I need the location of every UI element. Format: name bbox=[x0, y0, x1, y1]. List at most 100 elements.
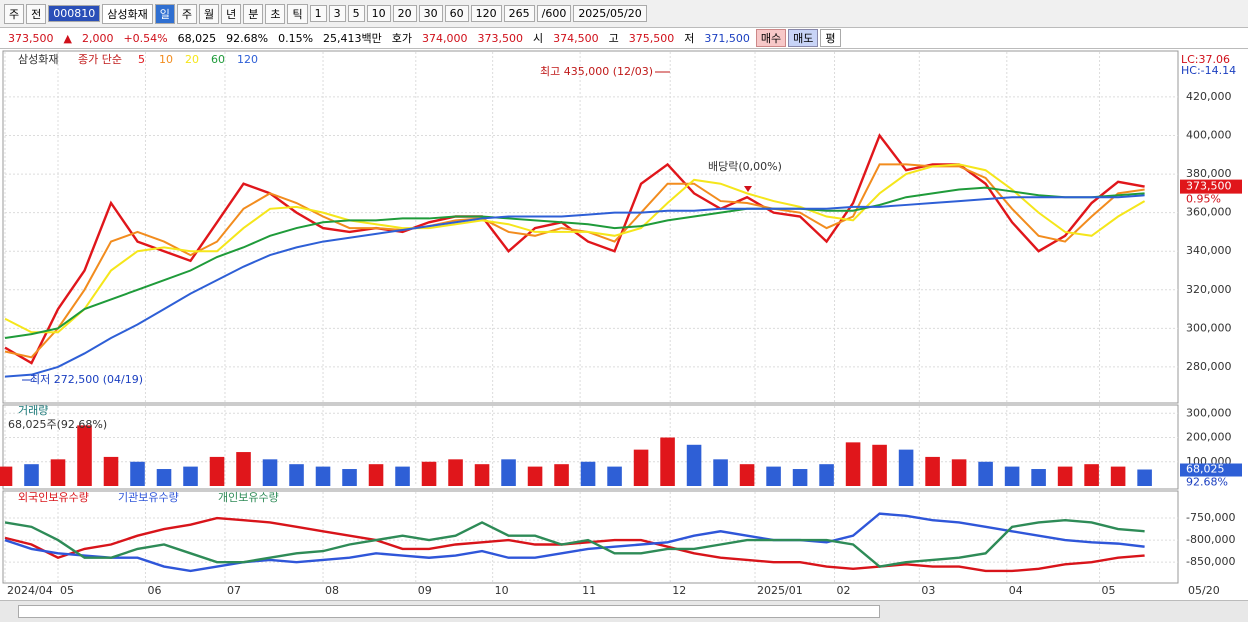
quote-field: 371,500 bbox=[704, 31, 750, 45]
volume-bar bbox=[633, 449, 649, 486]
volume-bar bbox=[156, 469, 172, 486]
volume-bar bbox=[448, 459, 463, 486]
quote-field: 375,500 bbox=[628, 31, 675, 45]
legend-entry: 20 bbox=[185, 53, 199, 66]
quote-field: 68,025 bbox=[177, 31, 217, 45]
legend-subtitle: 종가 단순 bbox=[78, 53, 122, 66]
volume-bar bbox=[766, 466, 781, 486]
quote-field: 호가 bbox=[391, 32, 413, 45]
x-tick-label: 03 bbox=[921, 584, 935, 597]
volume-bar bbox=[315, 466, 331, 486]
toolbar-button[interactable]: 전 bbox=[26, 3, 47, 24]
volume-bar bbox=[660, 437, 675, 486]
toolbar-button[interactable]: 삼성화재 bbox=[102, 3, 153, 24]
quote-field: 2,000 bbox=[81, 31, 114, 45]
volume-bar bbox=[103, 456, 119, 486]
x-tick-label: 2024/04 bbox=[7, 584, 53, 597]
volume-bar bbox=[474, 464, 490, 486]
toolbar-button[interactable]: 000810 bbox=[48, 5, 101, 22]
dividend-marker bbox=[744, 186, 752, 192]
quote-field: 0.15% bbox=[278, 31, 314, 45]
toolbar-button[interactable]: 265 bbox=[503, 5, 535, 22]
quote-field: 374,000 bbox=[422, 31, 468, 45]
toolbar-button[interactable]: 5 bbox=[347, 5, 365, 22]
x-tick-label: 11 bbox=[582, 584, 596, 597]
quote-field: 374,500 bbox=[553, 31, 599, 45]
toolbar-button[interactable]: 주 bbox=[176, 3, 197, 24]
quote-field: ▲ bbox=[63, 31, 72, 45]
toolbar-button[interactable]: 1 bbox=[309, 5, 327, 22]
toolbar-button[interactable]: 30 bbox=[418, 5, 443, 22]
toolbar: 주 전 000810 삼성화재 일 주 월 년 분 초 틱 1 3 5 10 20 30 60 120 265/600… bbox=[0, 0, 1248, 28]
volume-bar bbox=[845, 442, 861, 486]
toolbar-button[interactable]: 20 bbox=[392, 5, 417, 22]
quote-field: 92.68% bbox=[226, 31, 269, 45]
toolbar-button[interactable]: /600 bbox=[536, 5, 572, 22]
legend-entry: 120 bbox=[237, 53, 258, 66]
y-tick-label: -750,000 bbox=[1186, 511, 1235, 524]
volume-bar bbox=[236, 452, 251, 486]
x-tick-label: 10 bbox=[495, 584, 509, 597]
x-tick-label: 12 bbox=[672, 584, 686, 597]
toolbar-button[interactable]: 3 bbox=[328, 5, 346, 22]
volume-bar bbox=[342, 469, 357, 486]
x-tick-label: 09 bbox=[418, 584, 432, 597]
volume-bar bbox=[713, 459, 728, 486]
toolbar-button[interactable]: 120 bbox=[470, 5, 502, 22]
quote-field[interactable]: 매도 bbox=[788, 29, 819, 47]
volume-bar bbox=[686, 444, 702, 486]
volume-bar bbox=[289, 464, 304, 486]
volume-bar bbox=[819, 464, 834, 486]
ma-line bbox=[4, 186, 1145, 339]
volume-bar bbox=[898, 449, 914, 486]
y-tick-label: 200,000 bbox=[1186, 431, 1232, 444]
quote-bar: 373,500 ▲ 2,000 +0.54% 68,025 92.68% 0.15% 25,4… bbox=[0, 28, 1248, 49]
quote-field[interactable]: 평 bbox=[820, 29, 841, 47]
toolbar-button[interactable]: 60 bbox=[444, 5, 469, 22]
x-tick-label: 06 bbox=[147, 584, 161, 597]
legend-title: 삼성화재 bbox=[18, 53, 58, 66]
volume-bar bbox=[607, 466, 622, 486]
chart: 280,000 300,000 320,000 340,000 360,000 380,0… bbox=[0, 50, 1242, 597]
y-tick-label: 400,000 bbox=[1186, 129, 1232, 142]
quote-field[interactable]: 매수 bbox=[755, 29, 787, 47]
ma-line bbox=[4, 163, 1145, 359]
investor-frame bbox=[2, 490, 1179, 584]
toolbar-button[interactable]: 10 bbox=[366, 5, 391, 22]
quote-field: 저 bbox=[684, 32, 695, 45]
annotation: 최고 435,000 (12/03) bbox=[540, 65, 653, 78]
legend-entry: 60 bbox=[211, 53, 225, 66]
volume-bar bbox=[368, 464, 384, 486]
legend-entry: 개인보유수량 bbox=[218, 491, 279, 504]
volume-bar bbox=[1031, 469, 1046, 486]
volume-bar bbox=[77, 425, 92, 486]
toolbar-button[interactable]: 2025/05/20 bbox=[573, 5, 647, 22]
x-tick-label: 07 bbox=[227, 584, 241, 597]
side-label: LC:37.06 bbox=[1181, 53, 1230, 66]
x-tick-label: 02 bbox=[837, 584, 851, 597]
toolbar-button[interactable]: 분 bbox=[243, 3, 264, 24]
toolbar-button[interactable]: 일 bbox=[154, 3, 175, 24]
toolbar-button[interactable]: 초 bbox=[265, 3, 286, 24]
last-price-label: 373,500 bbox=[1186, 180, 1232, 193]
ma-line bbox=[4, 163, 1146, 334]
y-tick-label: 320,000 bbox=[1186, 283, 1232, 296]
volume-bar bbox=[951, 459, 967, 486]
scroll-track[interactable] bbox=[18, 605, 880, 618]
volume-bar bbox=[792, 469, 808, 486]
y-tick-label: 280,000 bbox=[1186, 360, 1232, 373]
toolbar-button[interactable]: 년 bbox=[221, 3, 242, 24]
toolbar-button[interactable]: 주 bbox=[4, 3, 25, 24]
y-tick-label: 300,000 bbox=[1186, 406, 1232, 419]
toolbar-button[interactable]: 월 bbox=[198, 3, 220, 24]
volume-bar bbox=[978, 461, 993, 486]
volume-bar bbox=[925, 456, 940, 486]
volume-bar bbox=[527, 466, 543, 486]
quote-field: 373,500 bbox=[477, 31, 524, 45]
volume-bar bbox=[739, 464, 755, 486]
legend-entry: 10 bbox=[159, 53, 173, 66]
scrollbar[interactable] bbox=[0, 600, 1248, 622]
toolbar-button[interactable]: 틱 bbox=[287, 3, 308, 24]
volume-bar bbox=[1084, 464, 1099, 486]
